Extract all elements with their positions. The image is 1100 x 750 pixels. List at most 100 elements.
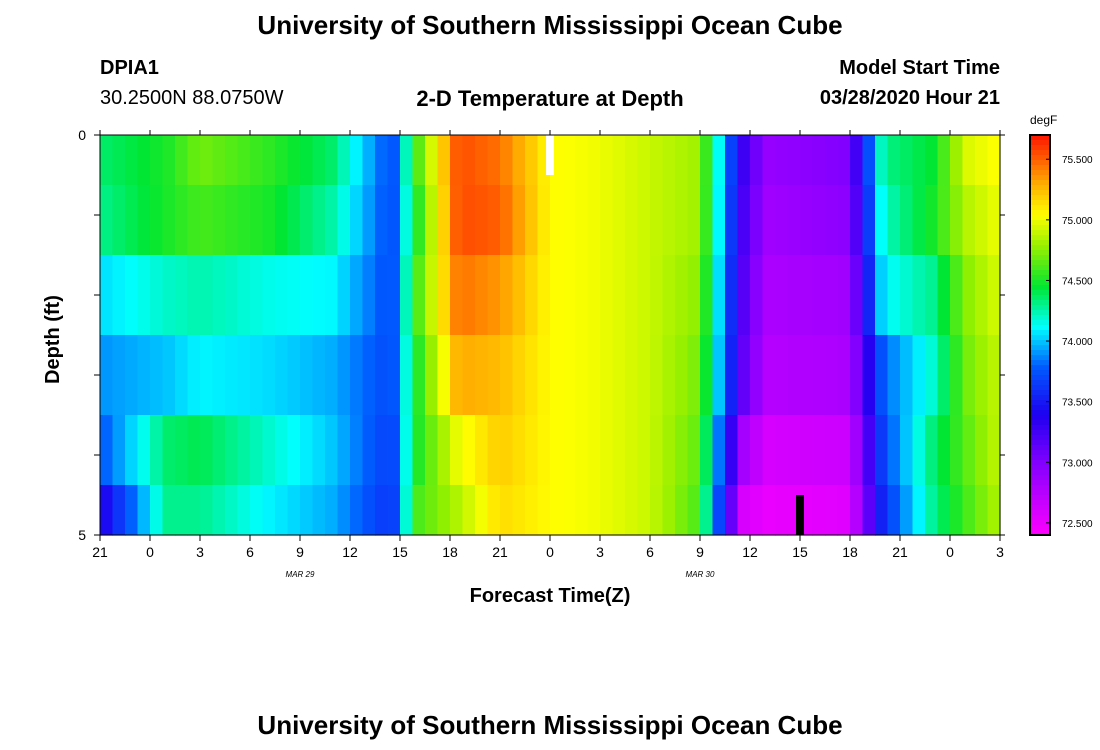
- heatmap-cell: [425, 185, 439, 256]
- colorbar-segment: [1030, 195, 1050, 201]
- heatmap-cell: [800, 135, 814, 186]
- heatmap-cell: [925, 135, 939, 186]
- heatmap-cell: [887, 255, 901, 336]
- heatmap-cell: [287, 335, 301, 416]
- heatmap-cell: [637, 255, 651, 336]
- heatmap-cell: [237, 415, 251, 486]
- heatmap-cell: [537, 185, 551, 256]
- heatmap-cell: [575, 485, 589, 536]
- colorbar-segment: [1030, 135, 1050, 141]
- heatmap-cell: [637, 185, 651, 256]
- heatmap-cell: [137, 135, 151, 186]
- heatmap-cell: [912, 185, 926, 256]
- heatmap-cell: [950, 485, 964, 536]
- colorbar-segment: [1030, 225, 1050, 231]
- colorbar-segment: [1030, 485, 1050, 491]
- heatmap-cell: [187, 255, 201, 336]
- heatmap-cell: [762, 485, 776, 536]
- y-tick-label: 5: [78, 527, 86, 543]
- marker-bar-1: [546, 135, 554, 175]
- heatmap-cell: [250, 335, 264, 416]
- heatmap-cell: [837, 415, 851, 486]
- heatmap-cell: [225, 335, 239, 416]
- model-start-label: Model Start Time: [839, 57, 1000, 79]
- heatmap-cell: [525, 255, 539, 336]
- heatmap-cell: [737, 335, 751, 416]
- heatmap-cell: [500, 415, 514, 486]
- x-tick-label: 6: [646, 544, 654, 560]
- colorbar-segment: [1030, 160, 1050, 166]
- heatmap-cell: [850, 415, 864, 486]
- heatmap-cell: [512, 335, 526, 416]
- heatmap-cell: [812, 185, 826, 256]
- heatmap-cell: [437, 485, 451, 536]
- heatmap-cell: [675, 335, 689, 416]
- colorbar-segment: [1030, 190, 1050, 196]
- heatmap-cell: [625, 415, 639, 486]
- heatmap-cell: [275, 335, 289, 416]
- heatmap-cell: [400, 255, 414, 336]
- heatmap-cell: [625, 185, 639, 256]
- heatmap-cell: [825, 335, 839, 416]
- heatmap-cell: [112, 335, 126, 416]
- heatmap-cell: [500, 485, 514, 536]
- heatmap-cell: [187, 135, 201, 186]
- colorbar-tick-label: 75.500: [1062, 155, 1093, 166]
- heatmap-cell: [262, 485, 276, 536]
- x-tick-label: 12: [742, 544, 758, 560]
- heatmap-cell: [787, 185, 801, 256]
- heatmap-cell: [100, 135, 114, 186]
- heatmap-cell: [225, 485, 239, 536]
- heatmap-cell: [300, 135, 314, 186]
- heatmap-cell: [862, 255, 876, 336]
- heatmap-cell: [287, 415, 301, 486]
- x-tick-label: 9: [696, 544, 704, 560]
- heatmap-cell: [800, 185, 814, 256]
- heatmap-cell: [637, 135, 651, 186]
- heatmap-cell: [900, 255, 914, 336]
- heatmap-cell: [675, 185, 689, 256]
- colorbar-segment: [1030, 285, 1050, 291]
- heatmap-cell: [862, 185, 876, 256]
- heatmap-cell: [787, 415, 801, 486]
- colorbar-segment: [1030, 370, 1050, 376]
- colorbar-segment: [1030, 445, 1050, 451]
- heatmap-cell: [812, 335, 826, 416]
- heatmap-cell: [475, 185, 489, 256]
- heatmap-cell: [675, 485, 689, 536]
- heatmap-cell: [762, 185, 776, 256]
- heatmap-cell: [150, 485, 164, 536]
- x-tick-label: 21: [492, 544, 508, 560]
- colorbar-tick-label: 73.000: [1062, 458, 1093, 469]
- x-tick-label: 0: [946, 544, 954, 560]
- heatmap-cell: [787, 335, 801, 416]
- heatmap-cell: [312, 335, 326, 416]
- colorbar-segment: [1030, 350, 1050, 356]
- heatmap-cell: [862, 415, 876, 486]
- heatmap-cell: [700, 135, 714, 186]
- heatmap-cell: [587, 415, 601, 486]
- x-tick-label: 18: [442, 544, 458, 560]
- heatmap-cell: [950, 255, 964, 336]
- heatmap-cell: [650, 185, 664, 256]
- heatmap-cell: [200, 185, 214, 256]
- heatmap-cell: [837, 185, 851, 256]
- heatmap-cell: [400, 185, 414, 256]
- heatmap-cell: [387, 485, 401, 536]
- heatmap-cell: [712, 485, 726, 536]
- heatmap-cell: [987, 255, 1001, 336]
- x-tick-label: 9: [296, 544, 304, 560]
- heatmap-cell: [875, 485, 889, 536]
- colorbar-segment: [1030, 205, 1050, 211]
- heatmap-cell: [525, 415, 539, 486]
- heatmap-cell: [687, 485, 701, 536]
- heatmap-cell: [987, 415, 1001, 486]
- heatmap-cell: [750, 185, 764, 256]
- heatmap-cell: [150, 185, 164, 256]
- heatmap-cell: [375, 255, 389, 336]
- heatmap-cell: [512, 255, 526, 336]
- heatmap-cell: [362, 185, 376, 256]
- heatmap-cell: [125, 255, 139, 336]
- heatmap-cell: [475, 255, 489, 336]
- station-coords: 30.2500N 88.0750W: [100, 87, 284, 109]
